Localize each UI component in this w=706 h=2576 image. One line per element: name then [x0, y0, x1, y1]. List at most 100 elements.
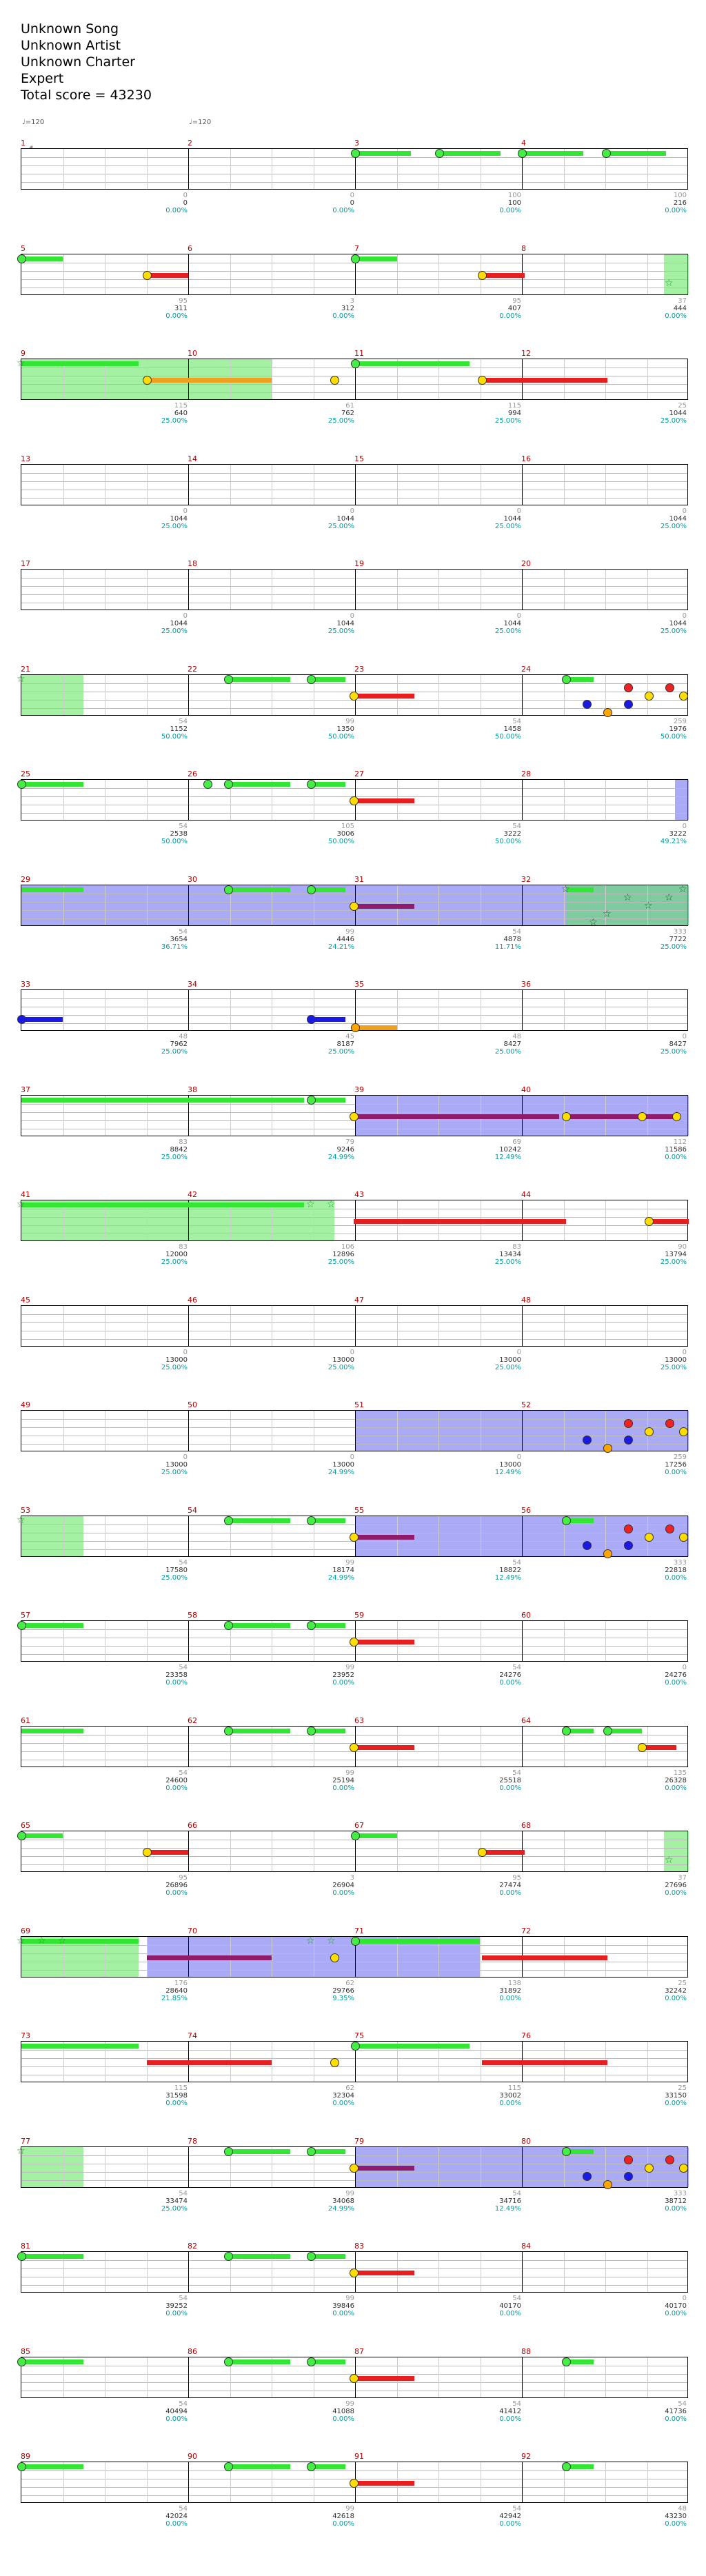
star-icon: ☆ — [665, 1855, 674, 1866]
beat-line — [63, 674, 64, 715]
note-score: 25 — [678, 2084, 687, 2092]
lane-line — [21, 1314, 687, 1315]
running-score: 26328 — [665, 1776, 687, 1784]
measure-score: 100 100 0.00% — [473, 192, 521, 214]
gem-note — [603, 1549, 612, 1558]
measure-line — [522, 463, 523, 505]
beat-line — [438, 990, 439, 1030]
note-score: 106 — [341, 1243, 354, 1251]
measure-score: 0 1044 25.00% — [139, 507, 188, 530]
sustain-tail — [228, 1518, 290, 1523]
measure-score: 54 17580 25.00% — [139, 1559, 188, 1582]
beat-line — [146, 674, 148, 715]
gem-note — [645, 1427, 654, 1436]
measure-score: 99 25194 0.00% — [306, 1769, 354, 1792]
beat-line — [647, 570, 648, 610]
running-score: 39846 — [332, 2302, 354, 2310]
running-score: 13434 — [499, 1251, 521, 1258]
beat-line — [438, 149, 439, 189]
note-score: 0 — [183, 612, 188, 620]
measure-line — [522, 2251, 523, 2293]
beat-line — [63, 990, 64, 1030]
measure-score: 99 42618 0.00% — [306, 2505, 354, 2528]
running-score: 33474 — [165, 2197, 188, 2205]
sustain-tail — [354, 1640, 414, 1644]
beat-line — [647, 1621, 648, 1661]
note-score: 61 — [345, 402, 354, 410]
beat-line — [230, 254, 231, 294]
note-score: 54 — [179, 717, 188, 725]
gem-note — [307, 1516, 316, 1525]
lane-line — [21, 683, 687, 684]
sustain-tail — [21, 256, 63, 261]
gem-note — [645, 2163, 654, 2173]
gem-note — [562, 1111, 571, 1121]
running-score: 13000 — [665, 1356, 687, 1364]
measure-score: 54 34716 12.49% — [473, 2190, 521, 2213]
staff — [17, 2251, 688, 2293]
measure-number: 5 — [21, 243, 26, 253]
star-power-region — [21, 2146, 83, 2187]
measure-line — [188, 1094, 189, 1136]
running-score: 1350 — [336, 725, 354, 733]
sustain-tail — [566, 1728, 594, 1733]
staff: ☆ — [17, 253, 689, 295]
lane-line — [21, 1217, 687, 1218]
running-score: 40170 — [499, 2302, 521, 2310]
note-score: 83 — [179, 1138, 188, 1146]
measure-score: 0 40170 0.00% — [638, 2295, 687, 2317]
measure-score: 99 4446 24.21% — [306, 928, 354, 951]
staff: ☆ — [17, 674, 688, 717]
gem-note — [562, 1516, 571, 1525]
beat-line — [396, 990, 398, 1030]
measure-score: 0 1044 25.00% — [306, 612, 354, 635]
staff: ☆ ☆ ☆ ☆ ☆ — [17, 1935, 688, 1978]
gem-note — [624, 1540, 633, 1550]
gem-note — [672, 1111, 681, 1121]
sustain-tail — [228, 2149, 290, 2154]
measure-number: 2 — [188, 139, 192, 148]
measure-number: 56 — [521, 1505, 531, 1515]
note-score: 0 — [682, 507, 687, 515]
measure-score: 45 8187 25.00% — [306, 1033, 354, 1056]
multiplier-percent: 25.00% — [494, 627, 521, 635]
multiplier-percent: 25.00% — [327, 1048, 354, 1056]
multiplier-percent: 50.00% — [327, 732, 354, 741]
note-score: 54 — [179, 2295, 188, 2302]
measure-line — [188, 463, 189, 505]
beat-line — [63, 2146, 64, 2187]
staff — [21, 148, 688, 190]
running-score: 640 — [174, 410, 188, 417]
running-score: 4878 — [503, 935, 521, 943]
multiplier-percent: 0.00% — [499, 312, 521, 320]
staff — [17, 989, 688, 1032]
measure-score: 83 8842 25.00% — [139, 1138, 188, 1161]
gem-note — [143, 376, 152, 385]
running-score: 17580 — [165, 1566, 188, 1574]
staff: ☆ — [17, 1515, 689, 1558]
measure-number: 30 — [188, 874, 197, 884]
running-score: 8427 — [503, 1040, 521, 1048]
gem-note — [224, 2357, 233, 2366]
multiplier-percent: 25.00% — [161, 417, 188, 425]
measure-line — [188, 2462, 189, 2503]
beat-line — [563, 1726, 565, 1767]
measure-line — [188, 148, 189, 190]
beat-line — [563, 885, 565, 925]
multiplier-percent: 0.00% — [499, 2520, 521, 2528]
running-score: 1044 — [503, 620, 521, 627]
beat-line — [438, 2252, 439, 2292]
sustain-tail — [228, 1623, 290, 1628]
staff — [21, 1410, 689, 1453]
beat-line — [438, 570, 439, 610]
measure-number: 16 — [521, 454, 531, 463]
measure-number: 4 — [521, 139, 526, 148]
note-score: 99 — [345, 717, 354, 725]
multiplier-percent: 0.00% — [165, 312, 188, 320]
gem-note — [307, 1621, 316, 1630]
running-score: 3222 — [503, 830, 521, 838]
measure-line — [188, 1410, 189, 1451]
running-score: 3222 — [669, 830, 687, 838]
multiplier-percent: 25.00% — [327, 522, 354, 530]
measure-number: 36 — [521, 980, 531, 989]
